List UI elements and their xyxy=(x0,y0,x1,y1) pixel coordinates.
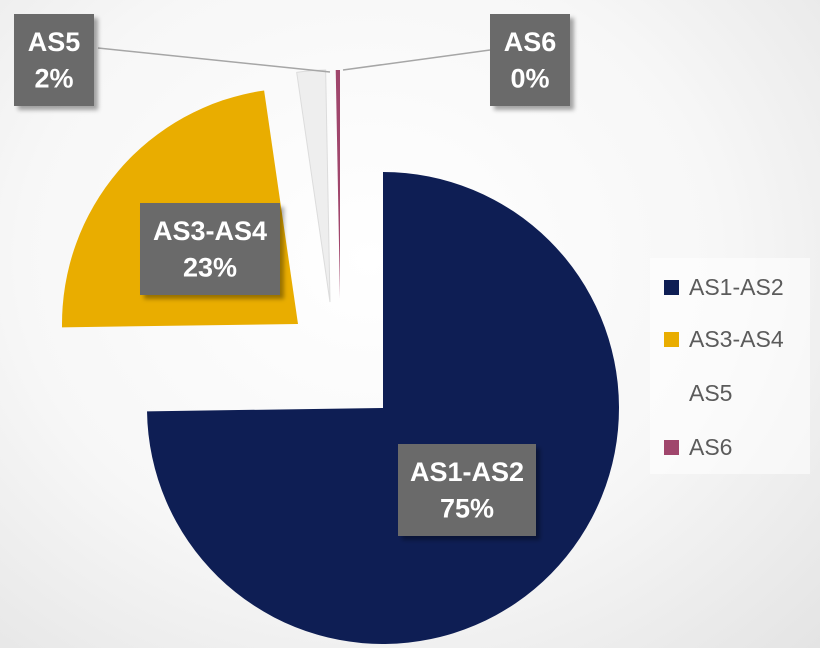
pie-slice-as5 xyxy=(296,69,331,303)
data-label-as3-as4: AS3-AS4 23% xyxy=(140,203,280,295)
legend-swatch-as3-as4 xyxy=(664,331,679,347)
data-label-category: AS5 xyxy=(28,27,81,57)
legend-swatch-as5 xyxy=(664,386,679,401)
legend-item-as1-as2: AS1-AS2 xyxy=(664,272,784,302)
data-label-percent: 0% xyxy=(510,64,549,94)
leader-line-as6 xyxy=(342,49,491,71)
legend-item-as6: AS6 xyxy=(664,432,732,462)
legend-item-as3-as4: AS3-AS4 xyxy=(664,324,784,354)
data-label-percent: 75% xyxy=(440,494,494,524)
data-label-percent: 2% xyxy=(34,64,73,94)
data-label-category: AS6 xyxy=(504,27,557,57)
data-label-category: AS3-AS4 xyxy=(153,216,267,246)
legend-label-as3-as4: AS3-AS4 xyxy=(689,325,784,352)
data-label-category: AS1-AS2 xyxy=(410,457,524,487)
leader-line-as5 xyxy=(97,47,331,73)
legend-label-as1-as2: AS1-AS2 xyxy=(689,273,784,300)
chart-legend: AS1-AS2 AS3-AS4 AS5 AS6 xyxy=(650,258,810,474)
pie-slice-as6 xyxy=(335,70,340,298)
data-label-box xyxy=(398,444,536,536)
legend-item-as5: AS5 xyxy=(664,378,732,408)
legend-swatch-as1-as2 xyxy=(664,279,679,295)
data-label-box xyxy=(490,14,570,106)
data-label-box xyxy=(14,14,94,106)
data-label-percent: 23% xyxy=(183,253,237,283)
legend-label-as6: AS6 xyxy=(689,433,733,460)
legend-swatch-as6 xyxy=(664,439,679,455)
data-label-as1-as2: AS1-AS2 75% xyxy=(398,444,536,536)
legend-label-as5: AS5 xyxy=(689,379,733,406)
data-label-box xyxy=(140,203,280,295)
